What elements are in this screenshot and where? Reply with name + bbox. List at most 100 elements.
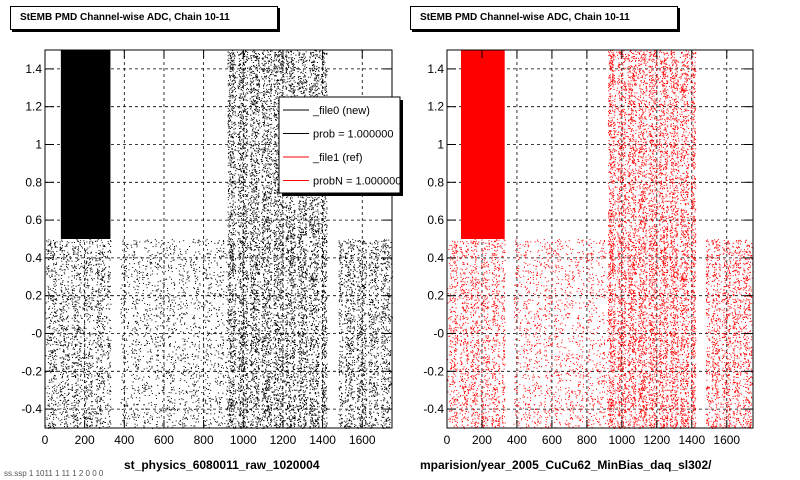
scatter-point [231,67,232,68]
scatter-point [247,60,248,61]
scatter-point [269,139,270,140]
scatter-point [257,132,258,133]
scatter-point [251,158,252,159]
scatter-point [70,423,71,424]
scatter-point [249,185,250,186]
scatter-point [317,224,318,225]
scatter-point [237,169,238,170]
scatter-point [77,273,78,274]
scatter-point [267,118,268,119]
scatter-point [84,391,85,392]
scatter-point [268,63,269,64]
scatter-point [232,97,233,98]
scatter-point [295,218,296,219]
scatter-point [312,230,313,231]
scatter-point [304,58,305,59]
scatter-point [323,95,324,96]
scatter-point [276,160,277,161]
scatter-point [282,198,283,199]
scatter-point [315,79,316,80]
scatter-point [314,217,315,218]
scatter-point [306,225,307,226]
scatter-point [72,357,73,358]
scatter-point [250,81,251,82]
scatter-point [314,212,315,213]
scatter-point [232,54,233,55]
scatter-point [246,168,247,169]
scatter-point [253,184,254,185]
scatter-point [250,215,251,216]
scatter-point [281,219,282,220]
scatter-point [259,85,260,86]
scatter-point [246,59,247,60]
scatter-point [270,146,271,147]
scatter-point [229,113,230,114]
scatter-point [286,52,287,53]
scatter-point [239,139,240,140]
scatter-point [251,58,252,59]
scatter-point [260,127,261,128]
scatter-point [263,234,264,235]
scatter-point [257,106,258,107]
scatter-point [271,191,272,192]
scatter-point [319,197,320,198]
scatter-point [264,113,265,114]
scatter-point [48,396,49,397]
scatter-point [251,101,252,102]
scatter-point [281,79,282,80]
scatter-point [249,58,250,59]
scatter-point [277,179,278,180]
scatter-point [247,108,248,109]
scatter-point [303,232,304,233]
scatter-point [275,151,276,152]
scatter-point [264,126,265,127]
scatter-point [88,374,89,375]
scatter-point [228,60,229,61]
scatter-point [230,65,231,66]
scatter-point [66,311,67,312]
scatter-point [265,151,266,152]
scatter-point [308,221,309,222]
scatter-point [310,77,311,78]
scatter-point [302,54,303,55]
scatter-point [247,71,248,72]
scatter-point [102,336,103,337]
scatter-point [327,209,328,210]
scatter-point [300,91,301,92]
scatter-point [233,162,234,163]
scatter-point [256,151,257,152]
scatter-point [54,281,55,282]
scatter-point [253,216,254,217]
scatter-point [323,76,324,77]
scatter-point [246,118,247,119]
scatter-point [276,167,277,168]
scatter-point [231,198,232,199]
scatter-point [286,72,287,73]
scatter-point [276,179,277,180]
scatter-point [308,208,309,209]
scatter-point [234,122,235,123]
scatter-point [287,76,288,77]
scatter-point [235,82,236,83]
scatter-point [247,209,248,210]
scatter-point [298,69,299,70]
scatter-point [232,197,233,198]
scatter-point [288,57,289,58]
scatter-point [230,62,231,63]
scatter-point [90,349,91,350]
scatter-point [234,77,235,78]
scatter-point [239,166,240,167]
scatter-point [292,225,293,226]
scatter-point [294,228,295,229]
scatter-point [231,192,232,193]
scatter-point [313,62,314,63]
scatter-point [240,154,241,155]
scatter-point [258,85,259,86]
scatter-point [233,114,234,115]
scatter-point [77,365,78,366]
scatter-point [61,365,62,366]
scatter-point [229,102,230,103]
scatter-point [257,159,258,160]
scatter-point [228,83,229,84]
scatter-point [316,51,317,52]
